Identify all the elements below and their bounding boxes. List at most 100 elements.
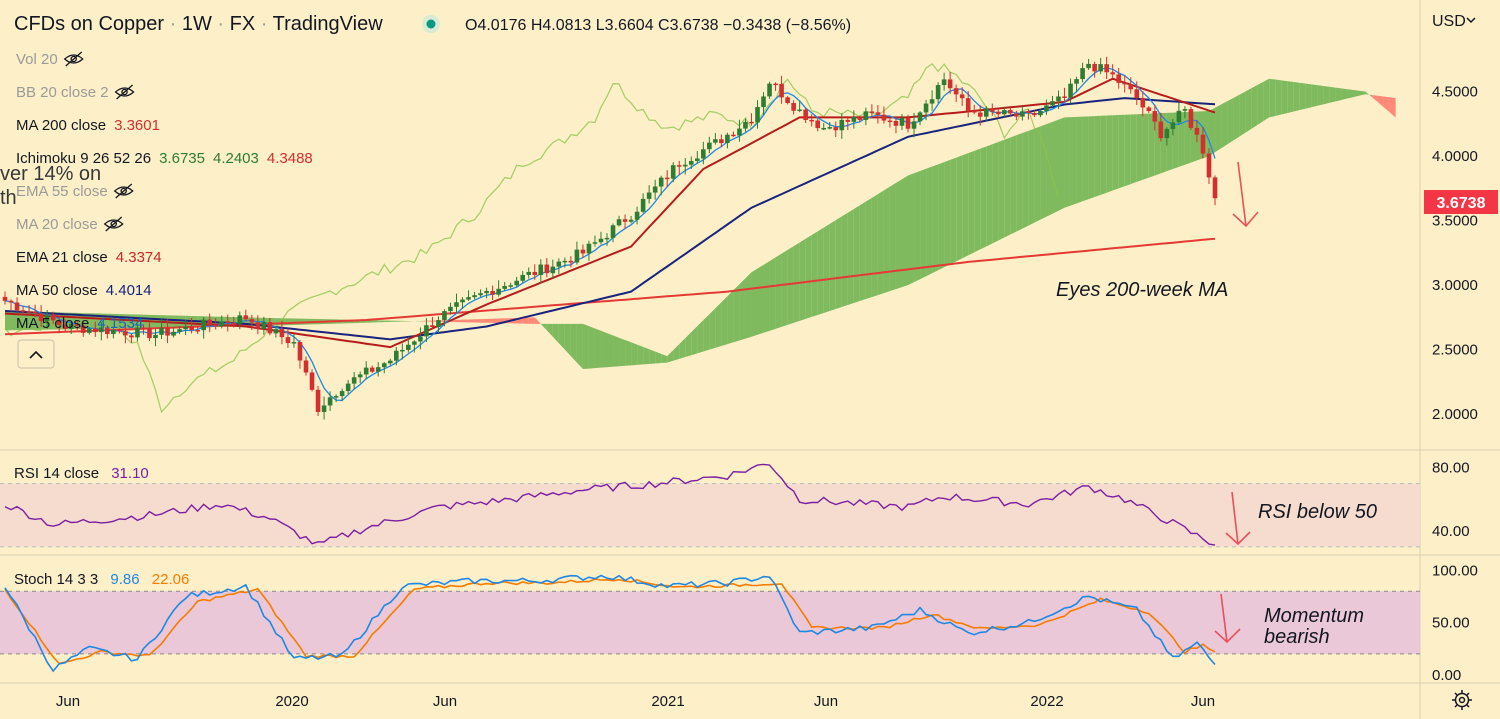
eye-hidden-icon[interactable] bbox=[114, 84, 135, 100]
cloud-segment bbox=[926, 166, 933, 277]
candle-body bbox=[321, 405, 327, 412]
eye-hidden-icon[interactable] bbox=[113, 183, 134, 199]
eye-hidden-icon[interactable] bbox=[63, 51, 84, 67]
rsi-legend[interactable]: RSI 14 close 31.10 bbox=[14, 465, 149, 482]
legend-item-value: 4.2403 bbox=[213, 150, 259, 167]
cloud-segment bbox=[1004, 137, 1011, 238]
candle-body bbox=[165, 327, 170, 336]
cloud-segment bbox=[733, 284, 740, 343]
cloud-segment bbox=[486, 318, 493, 323]
candle-body bbox=[484, 290, 489, 294]
currency-selector[interactable]: USD bbox=[1432, 13, 1466, 30]
candle-body bbox=[291, 342, 297, 344]
candle-body bbox=[363, 367, 369, 375]
candle-body bbox=[634, 211, 640, 220]
candle-body bbox=[1026, 111, 1031, 113]
legend-item[interactable]: MA 50 close 4.4014 bbox=[16, 282, 152, 299]
cloud-segment bbox=[474, 319, 481, 323]
time-axis[interactable]: Jun 2020 Jun 2021 Jun 2022 Jun bbox=[56, 693, 1215, 710]
interval-label[interactable]: 1W bbox=[182, 13, 212, 35]
candle-body bbox=[237, 315, 243, 324]
cloud-segment bbox=[859, 201, 866, 302]
stoch-axis[interactable]: 100.00 50.00 0.00 bbox=[1432, 562, 1478, 683]
candle-body bbox=[550, 266, 556, 274]
cloud-segment bbox=[1275, 79, 1282, 116]
candle-body bbox=[1128, 84, 1134, 90]
gear-icon[interactable] bbox=[1452, 690, 1472, 710]
legend-item[interactable]: MA 200 close 3.3601 bbox=[16, 117, 160, 134]
cloud-segment bbox=[1287, 81, 1294, 114]
candle-body bbox=[749, 121, 754, 124]
cloud-segment bbox=[546, 323, 553, 337]
price-tick-label: 3.5000 bbox=[1432, 213, 1478, 230]
legend-item[interactable]: BB 20 close 2 bbox=[16, 84, 109, 101]
candle-body bbox=[20, 310, 26, 312]
cloud-segment bbox=[1112, 115, 1119, 191]
candle-body bbox=[8, 300, 14, 303]
last-price-tag bbox=[1424, 190, 1498, 214]
time-tick-label: Jun bbox=[814, 693, 838, 710]
candle-body bbox=[74, 323, 80, 326]
stoch-legend[interactable]: Stoch 14 3 3 9.86 22.06 bbox=[14, 571, 189, 588]
cloud-segment bbox=[540, 323, 547, 331]
cloud-segment bbox=[703, 314, 710, 352]
overlay-text-line2: th bbox=[0, 187, 17, 209]
cloud-segment bbox=[637, 344, 644, 365]
candle-body bbox=[38, 313, 44, 322]
rsi-legend-label: RSI 14 close bbox=[14, 465, 99, 482]
candle-body bbox=[273, 329, 279, 334]
cloud-segment bbox=[1118, 114, 1125, 189]
candle-body bbox=[394, 350, 399, 361]
cloud-segment bbox=[1359, 90, 1366, 96]
candle-body bbox=[478, 293, 483, 296]
price-tick-label: 2.5000 bbox=[1432, 342, 1478, 359]
chevron-up-icon[interactable] bbox=[29, 350, 43, 359]
candle-body bbox=[279, 329, 285, 338]
cloud-segment bbox=[829, 220, 836, 311]
candle-body bbox=[1098, 64, 1103, 72]
candle-body bbox=[147, 327, 152, 339]
legend-item[interactable]: EMA 55 close bbox=[16, 183, 108, 200]
cloud-segment bbox=[1245, 88, 1252, 133]
cloud-segment bbox=[1383, 96, 1390, 113]
chevron-down-icon[interactable] bbox=[1466, 17, 1476, 24]
candle-body bbox=[863, 111, 869, 120]
legend-item[interactable]: MA 20 close bbox=[16, 216, 98, 233]
candle-body bbox=[574, 249, 580, 263]
overlay-text-line1: ver 14% on bbox=[0, 163, 101, 185]
legend-item[interactable]: Vol 20 bbox=[16, 51, 58, 68]
symbol-name[interactable]: CFDs on Copper bbox=[14, 13, 164, 35]
candle-body bbox=[1014, 113, 1019, 117]
cloud-segment bbox=[600, 330, 607, 368]
legend-item[interactable]: Ichimoku 9 26 52 26 3.6735 4.2403 4.3488 bbox=[16, 150, 313, 167]
legend-item[interactable]: MA 5 close 4.1534 bbox=[16, 315, 143, 332]
rsi-axis[interactable]: 80.00 40.00 bbox=[1432, 460, 1470, 540]
stoch-k-line bbox=[4, 574, 1216, 673]
cloud-segment bbox=[1389, 97, 1396, 118]
candle-body bbox=[839, 119, 845, 131]
cloud-segment bbox=[974, 148, 981, 253]
legend-item-value: 3.6735 bbox=[159, 150, 205, 167]
cloud-segment bbox=[1257, 81, 1264, 126]
candle-body bbox=[568, 260, 574, 263]
rsi-down-arrow bbox=[1225, 491, 1251, 546]
eye-hidden-icon[interactable] bbox=[103, 216, 124, 232]
candle-body bbox=[466, 297, 471, 300]
indicator-legend[interactable]: Vol 20 BB 20 close 2 MA 200 close 3.3601 Ich… bbox=[16, 51, 313, 332]
candle-body bbox=[815, 120, 820, 129]
legend-item[interactable]: EMA 21 close 4.3374 bbox=[16, 249, 162, 266]
cloud-segment bbox=[5, 310, 12, 331]
candle-body bbox=[767, 83, 772, 97]
annotation-rsi: RSI below 50 bbox=[1258, 501, 1377, 523]
cloud-segment bbox=[895, 179, 902, 290]
candle-body bbox=[400, 349, 405, 352]
candle-body bbox=[86, 328, 92, 333]
collapse-legend-button[interactable] bbox=[17, 339, 55, 369]
candle-body bbox=[526, 271, 532, 275]
candle-body bbox=[1008, 110, 1013, 114]
price-axis[interactable]: 4.5000 4.0000 3.5000 3.0000 2.5000 2.0000 bbox=[1432, 84, 1478, 424]
cloud-segment bbox=[799, 238, 806, 321]
annotation-momentum-line1: Momentum bbox=[1264, 605, 1364, 627]
candle-body bbox=[430, 325, 435, 328]
